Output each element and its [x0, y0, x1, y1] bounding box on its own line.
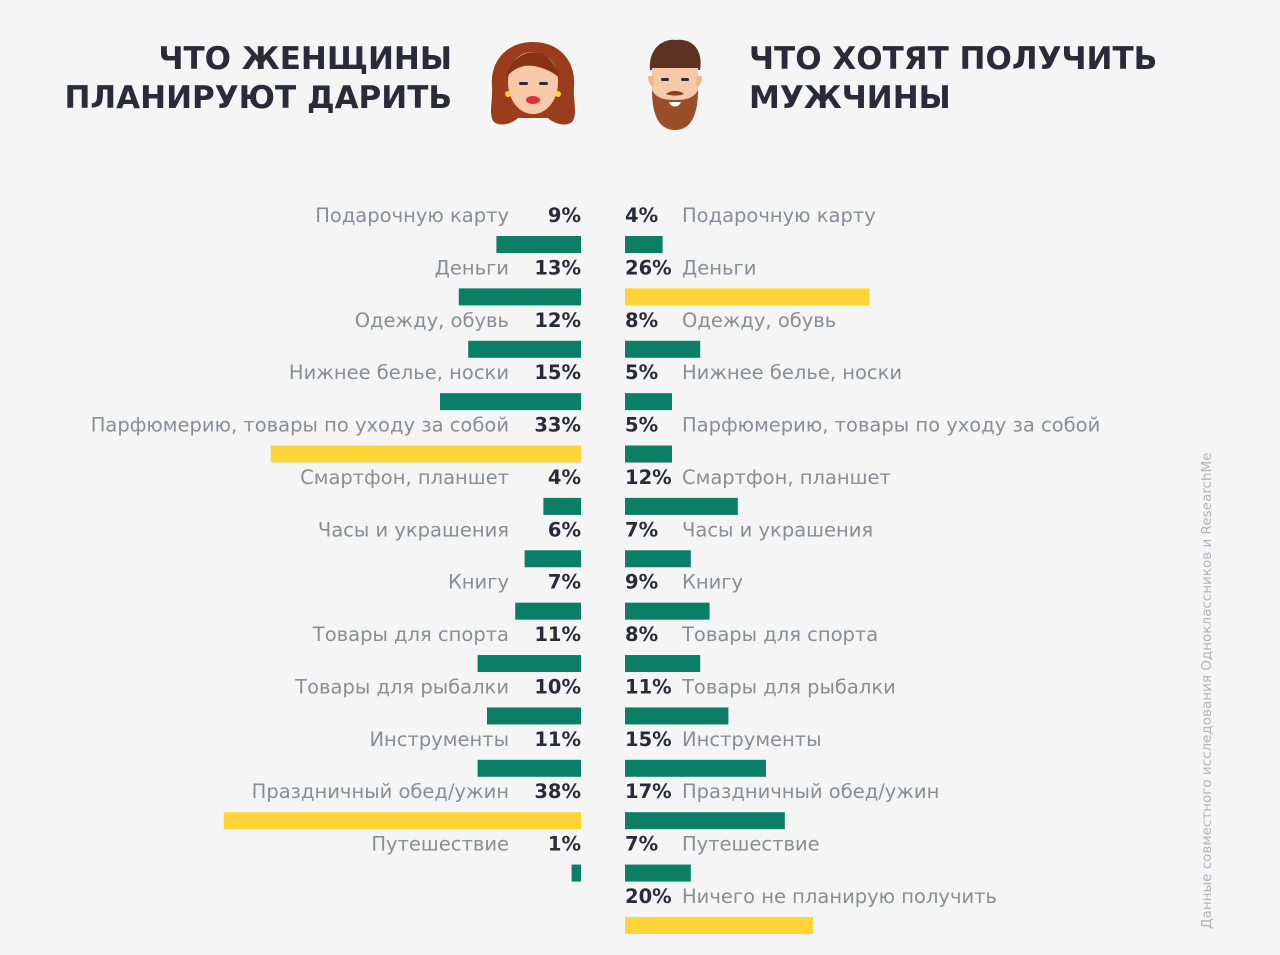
men-bar [625, 707, 729, 725]
women-bar [487, 707, 581, 725]
women-bar [458, 288, 581, 306]
women-category-label: Часы и украшения [318, 518, 509, 541]
women-category-label: Книгу [448, 571, 509, 594]
men-category-label: Путешествие [682, 833, 820, 856]
women-value-label: 33% [534, 414, 581, 437]
men-value-label: 4% [625, 204, 658, 227]
source-note: Данные совместного исследования Одноклас… [1199, 452, 1215, 929]
women-category-label: Одежду, обувь [355, 309, 509, 332]
women-value-label: 7% [548, 571, 581, 594]
men-value-label: 9% [625, 571, 658, 594]
men-bar [625, 602, 710, 620]
women-value-label: 11% [534, 623, 581, 646]
women-chart-title: ЧТО ЖЕНЩИНЫ ПЛАНИРУЮТ ДАРИТЬ [64, 41, 452, 116]
men-bar [625, 916, 813, 934]
women-bar [524, 550, 581, 568]
men-category-label: Товары для спорта [681, 623, 878, 646]
women-value-label: 12% [534, 309, 581, 332]
men-category-label: Подарочную карту [682, 204, 876, 227]
women-bar [496, 236, 581, 253]
men-bar [625, 445, 672, 463]
women-value-label: 10% [534, 675, 581, 698]
men-bar [625, 288, 870, 306]
men-value-label: 12% [625, 466, 672, 489]
women-category-label: Подарочную карту [315, 204, 509, 227]
men-value-label: 7% [625, 833, 658, 856]
women-category-label: Нижнее белье, носки [289, 361, 509, 384]
women-category-label: Инструменты [369, 728, 509, 751]
men-bar [625, 236, 663, 253]
woman-avatar-icon [490, 42, 576, 125]
men-value-label: 20% [625, 885, 672, 908]
men-category-label: Часы и украшения [682, 518, 873, 541]
women-value-label: 4% [548, 466, 581, 489]
women-value-label: 15% [534, 361, 581, 384]
women-bar [440, 393, 581, 411]
women-category-label: Смартфон, планшет [300, 466, 509, 489]
men-category-label: Нижнее белье, носки [682, 361, 902, 384]
men-value-label: 15% [625, 728, 672, 751]
men-category-label: Парфюмерию, товары по уходу за собой [682, 414, 1100, 437]
men-category-label: Праздничный обед/ужин [682, 780, 939, 803]
men-bar [625, 340, 701, 358]
women-category-label: Парфюмерию, товары по уходу за собой [91, 414, 509, 437]
women-value-label: 9% [548, 204, 581, 227]
men-value-label: 8% [625, 623, 658, 646]
women-bar [468, 340, 581, 358]
women-value-label: 6% [548, 518, 581, 541]
men-bar [625, 393, 672, 411]
women-bar [571, 864, 581, 882]
men-bar [625, 655, 701, 673]
women-value-label: 1% [548, 833, 581, 856]
women-bar [270, 445, 581, 463]
men-bar [625, 864, 691, 882]
women-bar [477, 655, 581, 673]
men-value-label: 5% [625, 414, 658, 437]
women-category-label: Товары для рыбалки [294, 675, 509, 698]
men-bar [625, 497, 738, 515]
men-category-label: Одежду, обувь [682, 309, 836, 332]
women-category-label: Праздничный обед/ужин [252, 780, 509, 803]
men-bar [625, 550, 691, 568]
women-bar [515, 602, 581, 620]
men-value-label: 17% [625, 780, 672, 803]
men-category-label: Товары для рыбалки [681, 675, 896, 698]
men-value-label: 26% [625, 256, 672, 279]
men-category-label: Ничего не планирую получить [682, 885, 997, 908]
men-value-label: 11% [625, 675, 672, 698]
women-bar [543, 497, 581, 515]
men-bar [625, 812, 785, 830]
men-category-label: Книгу [682, 571, 743, 594]
women-category-label: Товары для спорта [312, 623, 509, 646]
women-bar [477, 759, 581, 777]
men-category-label: Деньги [682, 256, 756, 279]
men-value-label: 7% [625, 518, 658, 541]
men-value-label: 5% [625, 361, 658, 384]
women-category-label: Деньги [435, 256, 509, 279]
bearded-man-avatar-icon [648, 39, 702, 130]
women-bar [223, 812, 582, 830]
men-chart-title: ЧТО ХОТЯТ ПОЛУЧИТЬ МУЖЧИНЫ [749, 41, 1158, 116]
women-value-label: 13% [534, 256, 581, 279]
men-bar [625, 759, 766, 777]
women-category-label: Путешествие [371, 833, 509, 856]
men-value-label: 8% [625, 309, 658, 332]
women-value-label: 38% [534, 780, 581, 803]
men-category-label: Смартфон, планшет [682, 466, 891, 489]
women-value-label: 11% [534, 728, 581, 751]
men-category-label: Инструменты [682, 728, 822, 751]
